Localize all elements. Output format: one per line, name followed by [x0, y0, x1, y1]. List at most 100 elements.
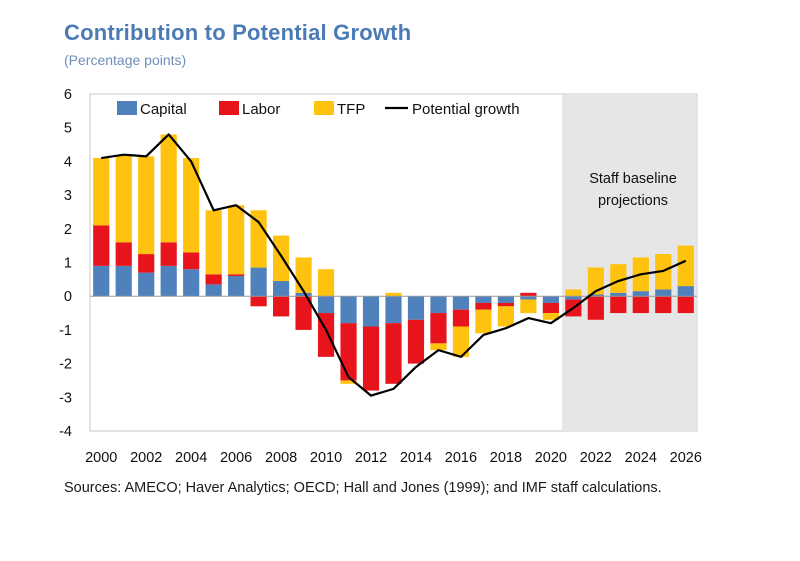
legend-label-potential-growth: Potential growth [412, 101, 520, 118]
bar-tfp-2006 [228, 205, 245, 275]
bar-labor-2006 [228, 274, 245, 276]
bar-capital-2016 [452, 296, 470, 310]
bar-capital-2025 [655, 289, 672, 297]
y-tick-label: 5 [64, 121, 72, 137]
y-tick-label: -2 [59, 357, 72, 373]
bar-capital-2007 [250, 267, 267, 297]
y-tick-label: 2 [64, 222, 72, 238]
bar-labor-2014 [407, 319, 425, 364]
bar-capital-2026 [677, 286, 694, 297]
bar-labor-2015 [430, 313, 447, 344]
bar-labor-2002 [138, 254, 155, 273]
bar-tfp-2010 [317, 269, 335, 297]
x-tick-label: 2016 [445, 450, 477, 466]
bar-labor-2024 [632, 296, 649, 314]
bar-capital-2020 [542, 296, 559, 303]
bar-labor-2009 [295, 296, 312, 330]
bar-tfp-2017 [475, 309, 492, 334]
y-tick-label: 3 [64, 188, 72, 204]
x-tick-label: 2026 [670, 450, 702, 466]
x-tick-label: 2010 [310, 450, 342, 466]
x-tick-label: 2004 [175, 450, 207, 466]
bar-labor-2017 [475, 302, 492, 310]
bar-capital-2013 [385, 296, 402, 324]
bar-tfp-2007 [250, 210, 267, 268]
bar-labor-2005 [205, 274, 222, 285]
bar-labor-2026 [677, 296, 694, 314]
bar-tfp-2019 [520, 299, 537, 314]
bar-tfp-2003 [160, 134, 177, 243]
bar-tfp-2026 [677, 245, 694, 287]
bar-tfp-2018 [497, 306, 515, 327]
bar-labor-2016 [452, 309, 470, 327]
y-tick-label: -4 [59, 424, 72, 440]
x-tick-label: 2006 [220, 450, 252, 466]
bar-labor-2025 [655, 296, 672, 314]
bar-capital-2024 [632, 291, 649, 297]
bar-capital-2008 [272, 281, 290, 297]
bar-tfp-2011 [340, 380, 357, 384]
bar-tfp-2002 [138, 156, 155, 255]
bar-labor-2007 [250, 296, 267, 307]
legend-swatch-capital [117, 101, 137, 115]
bar-labor-2011 [340, 323, 357, 381]
y-tick-label: -1 [59, 323, 72, 339]
bar-capital-2009 [295, 292, 312, 297]
bar-capital-2015 [430, 296, 447, 314]
projection-shade [562, 95, 696, 430]
y-tick-label: 6 [64, 87, 72, 103]
legend: Capital Labor TFP Potential growth [117, 101, 520, 118]
sources-note: Sources: AMECO; Haver Analytics; OECD; H… [64, 480, 662, 496]
potential-growth-line [101, 133, 687, 397]
bar-capital-2022 [587, 294, 604, 297]
bar-tfp-2021 [565, 289, 582, 297]
x-tick-label: 2024 [625, 450, 657, 466]
x-tick-label: 2014 [400, 450, 432, 466]
bar-labor-2000 [93, 225, 110, 266]
projection-label-line2: projections [598, 193, 668, 209]
x-tick-label: 2018 [490, 450, 522, 466]
bar-labor-2019 [520, 292, 537, 297]
bar-tfp-2008 [272, 235, 290, 282]
bar-labor-2001 [115, 242, 132, 266]
y-tick-label: 0 [64, 289, 72, 305]
bar-tfp-2001 [115, 154, 132, 243]
x-tick-label: 2020 [535, 450, 567, 466]
bar-capital-2023 [610, 292, 627, 297]
bar-labor-2022 [587, 296, 604, 320]
x-tick-label: 2022 [580, 450, 612, 466]
projection-label-line1: Staff baseline [589, 171, 677, 187]
bar-capital-2003 [160, 265, 177, 297]
bar-labor-2012 [362, 326, 380, 391]
bar-tfp-2000 [93, 158, 110, 226]
bar-labor-2020 [542, 302, 559, 314]
bar-labor-2013 [385, 323, 402, 384]
bar-labor-2023 [610, 296, 627, 314]
bar-capital-2021 [565, 296, 582, 300]
bar-capital-2001 [115, 265, 132, 297]
x-tick-label: 2012 [355, 450, 387, 466]
bar-capital-2000 [93, 265, 110, 297]
bar-tfp-2013 [385, 292, 402, 297]
bar-capital-2014 [407, 296, 425, 320]
bar-labor-2004 [183, 252, 200, 270]
bar-tfp-2009 [295, 257, 312, 293]
y-tick-label: -3 [59, 390, 72, 406]
legend-label-tfp: TFP [337, 101, 365, 118]
bar-capital-2010 [317, 296, 335, 314]
bar-capital-2006 [228, 275, 245, 297]
bar-capital-2004 [183, 269, 200, 297]
bar-tfp-2015 [430, 343, 447, 351]
bar-labor-2008 [272, 296, 290, 317]
bar-capital-2018 [497, 296, 515, 303]
bar-capital-2002 [138, 272, 155, 297]
legend-label-capital: Capital [140, 101, 187, 118]
bar-tfp-2016 [452, 326, 470, 357]
bar-capital-2019 [520, 296, 537, 300]
legend-swatch-labor [219, 101, 239, 115]
bar-labor-2003 [160, 242, 177, 266]
y-tick-label: 1 [64, 256, 72, 272]
legend-label-labor: Labor [242, 101, 280, 118]
bar-tfp-2023 [610, 264, 627, 293]
x-tick-label: 2008 [265, 450, 297, 466]
